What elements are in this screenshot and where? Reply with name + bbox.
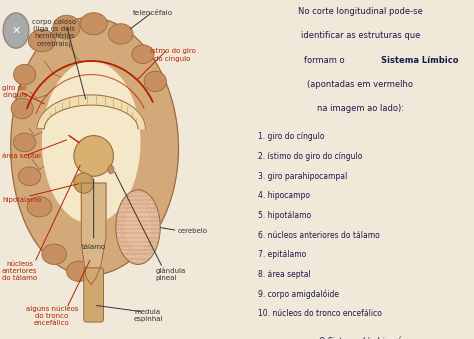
Text: 1. giro do cíngulo: 1. giro do cíngulo [258,132,324,141]
FancyBboxPatch shape [84,268,103,322]
Ellipse shape [116,190,160,264]
Ellipse shape [108,165,114,174]
Ellipse shape [144,71,166,92]
Text: 5. hipotálamo: 5. hipotálamo [258,211,311,220]
Text: glândula
pineal: glândula pineal [155,268,185,281]
Ellipse shape [11,98,33,119]
Polygon shape [37,95,146,129]
Text: O Sistema Límbico é: O Sistema Límbico é [319,337,402,339]
Text: corpo caloso
(liga os dois
hemisférios
cerebrais): corpo caloso (liga os dois hemisférios c… [32,19,76,47]
Ellipse shape [14,64,36,85]
Polygon shape [82,183,106,285]
Text: núcleos
anteriores
do tálamo: núcleos anteriores do tálamo [2,261,37,281]
Circle shape [3,13,29,48]
Ellipse shape [74,136,113,176]
Text: 4. hipocampo: 4. hipocampo [258,191,310,200]
Text: 6. núcleos anteriores do tálamo: 6. núcleos anteriores do tálamo [258,231,380,240]
Ellipse shape [14,133,36,152]
Ellipse shape [27,197,52,217]
Text: 10. núcleos do tronco encefálico: 10. núcleos do tronco encefálico [258,309,382,318]
Text: área septal: área septal [2,153,41,159]
Ellipse shape [18,167,41,186]
Text: medula
espinhal: medula espinhal [133,309,163,322]
Ellipse shape [28,30,55,52]
Text: 8. área septal: 8. área septal [258,270,310,279]
Ellipse shape [109,24,133,44]
Ellipse shape [132,45,154,64]
Text: alguns núcleos
do tronco
encefálico: alguns núcleos do tronco encefálico [26,305,78,325]
Text: formam o: formam o [304,56,348,65]
Text: 3. giro parahipocampal: 3. giro parahipocampal [258,172,347,181]
Ellipse shape [80,13,107,35]
Text: na imagem ao lado):: na imagem ao lado): [317,104,404,114]
Ellipse shape [74,173,94,193]
Ellipse shape [66,261,91,281]
Text: 7. epitálamo: 7. epitálamo [258,250,306,259]
Text: hipotálamo: hipotálamo [2,197,42,203]
Ellipse shape [42,61,140,224]
Text: ✕: ✕ [11,25,21,36]
Text: cerebelo: cerebelo [177,227,208,234]
Text: tálamo: tálamo [82,244,106,251]
Ellipse shape [42,244,66,264]
Text: telencéfalo: telencéfalo [133,10,173,16]
Text: 9. corpo amigdalóide: 9. corpo amigdalóide [258,290,339,299]
Ellipse shape [53,15,80,39]
Text: ístmo do giro
do cíngulo: ístmo do giro do cíngulo [150,47,195,62]
Polygon shape [11,18,179,275]
Text: Sistema Límbico: Sistema Límbico [381,56,458,65]
Text: identificar as estruturas que: identificar as estruturas que [301,31,420,40]
Text: 2. ístimo do giro do cíngulo: 2. ístimo do giro do cíngulo [258,152,362,161]
Text: giro do
cíngulo: giro do cíngulo [2,85,28,98]
Text: No corte longitudinal pode-se: No corte longitudinal pode-se [298,7,423,16]
Text: (apontadas em vermelho: (apontadas em vermelho [307,80,413,89]
